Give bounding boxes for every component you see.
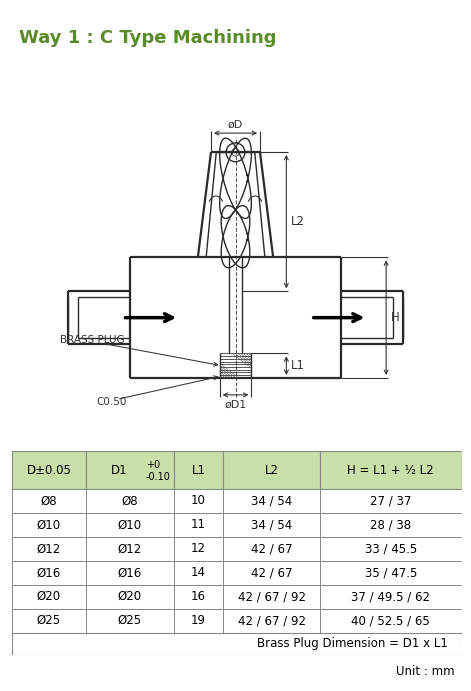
- Text: +0: +0: [146, 460, 160, 470]
- Text: BRASS PLUG: BRASS PLUG: [60, 335, 125, 346]
- Bar: [320, 513, 462, 537]
- Text: Brass Plug Dimension = D1 x L1: Brass Plug Dimension = D1 x L1: [257, 637, 448, 650]
- Bar: [86, 609, 174, 633]
- Text: Ø12: Ø12: [37, 542, 61, 556]
- Bar: [174, 489, 223, 513]
- Text: D±0.05: D±0.05: [26, 464, 71, 477]
- Bar: [12, 585, 86, 609]
- Bar: [223, 561, 320, 585]
- Text: L1: L1: [291, 359, 305, 372]
- Text: H = L1 + ½ L2: H = L1 + ½ L2: [348, 464, 434, 477]
- Bar: [320, 451, 462, 489]
- Bar: [320, 489, 462, 513]
- Text: 19: 19: [191, 614, 206, 627]
- Text: Ø10: Ø10: [118, 518, 142, 531]
- Bar: [86, 451, 174, 489]
- Text: 34 / 54: 34 / 54: [251, 518, 292, 531]
- Text: 10: 10: [191, 494, 206, 507]
- Bar: [223, 585, 320, 609]
- Text: Ø8: Ø8: [41, 494, 57, 507]
- Bar: [86, 537, 174, 561]
- Text: 33 / 45.5: 33 / 45.5: [365, 542, 417, 556]
- Text: L1: L1: [191, 464, 205, 477]
- Bar: [174, 513, 223, 537]
- Bar: [223, 609, 320, 633]
- Text: C0.50: C0.50: [96, 397, 127, 408]
- Bar: [223, 489, 320, 513]
- Text: Ø16: Ø16: [118, 566, 142, 579]
- Bar: [174, 451, 223, 489]
- Bar: [320, 585, 462, 609]
- Text: Ø12: Ø12: [118, 542, 142, 556]
- Text: H: H: [390, 311, 399, 324]
- Bar: [12, 451, 86, 489]
- Bar: [86, 513, 174, 537]
- Text: Ø16: Ø16: [37, 566, 61, 579]
- Bar: [12, 537, 86, 561]
- Text: D1: D1: [111, 464, 128, 477]
- Bar: [174, 609, 223, 633]
- Text: øD1: øD1: [224, 399, 247, 409]
- Bar: [223, 513, 320, 537]
- Text: 40 / 52.5 / 65: 40 / 52.5 / 65: [351, 614, 430, 627]
- Text: Ø8: Ø8: [122, 494, 138, 507]
- Text: L2: L2: [265, 464, 278, 477]
- Bar: [12, 513, 86, 537]
- Text: 35 / 47.5: 35 / 47.5: [365, 566, 417, 579]
- Text: Ø20: Ø20: [37, 590, 61, 603]
- Bar: [223, 451, 320, 489]
- Bar: [86, 561, 174, 585]
- Text: Ø25: Ø25: [118, 614, 142, 627]
- Bar: [12, 561, 86, 585]
- Text: 34 / 54: 34 / 54: [251, 494, 292, 507]
- Text: 42 / 67 / 92: 42 / 67 / 92: [237, 590, 306, 603]
- Bar: [174, 537, 223, 561]
- Bar: [320, 609, 462, 633]
- Text: 14: 14: [191, 566, 206, 579]
- Text: L2: L2: [291, 215, 305, 228]
- Bar: [174, 561, 223, 585]
- Text: 42 / 67: 42 / 67: [251, 542, 292, 556]
- Bar: [320, 537, 462, 561]
- Bar: [174, 585, 223, 609]
- Bar: [86, 489, 174, 513]
- Bar: [12, 489, 86, 513]
- Bar: [12, 609, 86, 633]
- Text: øD: øD: [228, 120, 243, 129]
- Text: Ø20: Ø20: [118, 590, 142, 603]
- Text: Way 1 : C Type Machining: Way 1 : C Type Machining: [19, 29, 276, 48]
- Text: 27 / 37: 27 / 37: [370, 494, 412, 507]
- Text: Ø25: Ø25: [37, 614, 61, 627]
- Text: -0.10: -0.10: [146, 472, 171, 482]
- Text: 42 / 67 / 92: 42 / 67 / 92: [237, 614, 306, 627]
- Bar: [12, 633, 462, 655]
- Text: Unit : mm: Unit : mm: [396, 665, 455, 679]
- Text: 16: 16: [191, 590, 206, 603]
- Text: Ø10: Ø10: [37, 518, 61, 531]
- Text: 42 / 67: 42 / 67: [251, 566, 292, 579]
- Text: 11: 11: [191, 518, 206, 531]
- Bar: [223, 537, 320, 561]
- Text: 12: 12: [191, 542, 206, 556]
- Text: 28 / 38: 28 / 38: [370, 518, 411, 531]
- Bar: [86, 585, 174, 609]
- Text: 37 / 49.5 / 62: 37 / 49.5 / 62: [351, 590, 430, 603]
- Bar: [320, 561, 462, 585]
